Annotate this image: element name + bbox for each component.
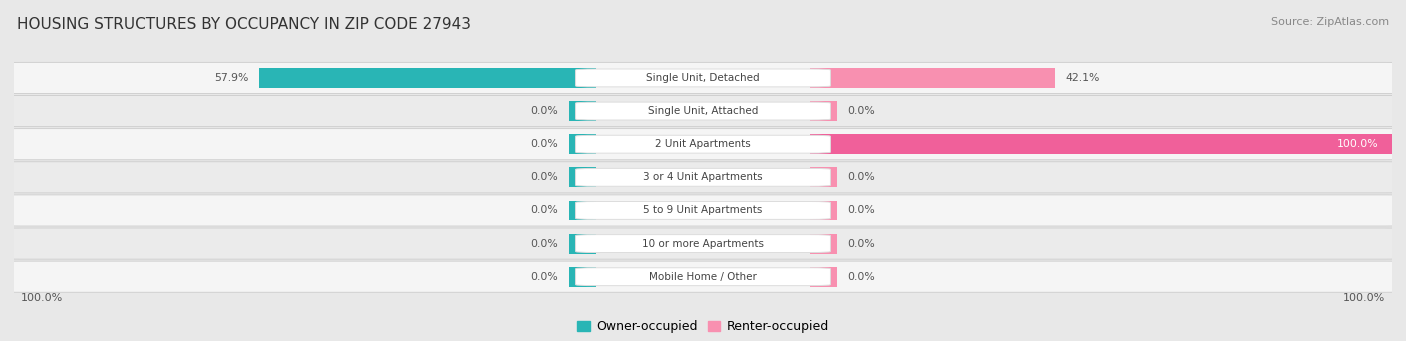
Bar — [810, 234, 838, 253]
Text: 100.0%: 100.0% — [21, 293, 63, 303]
FancyBboxPatch shape — [575, 168, 831, 186]
Text: 0.0%: 0.0% — [530, 239, 558, 249]
Bar — [810, 68, 1054, 88]
FancyBboxPatch shape — [0, 95, 1406, 127]
Text: 2 Unit Apartments: 2 Unit Apartments — [655, 139, 751, 149]
FancyBboxPatch shape — [0, 162, 1406, 193]
Text: 100.0%: 100.0% — [1337, 139, 1378, 149]
Text: Mobile Home / Other: Mobile Home / Other — [650, 272, 756, 282]
Bar — [568, 101, 596, 121]
Text: HOUSING STRUCTURES BY OCCUPANCY IN ZIP CODE 27943: HOUSING STRUCTURES BY OCCUPANCY IN ZIP C… — [17, 17, 471, 32]
Text: 0.0%: 0.0% — [530, 205, 558, 216]
Bar — [568, 134, 596, 154]
FancyBboxPatch shape — [575, 102, 831, 120]
Legend: Owner-occupied, Renter-occupied: Owner-occupied, Renter-occupied — [572, 315, 834, 338]
Text: 0.0%: 0.0% — [530, 106, 558, 116]
Bar — [810, 201, 838, 220]
Bar — [568, 234, 596, 253]
FancyBboxPatch shape — [0, 261, 1406, 292]
FancyBboxPatch shape — [575, 135, 831, 153]
FancyBboxPatch shape — [575, 235, 831, 253]
Text: 0.0%: 0.0% — [848, 205, 876, 216]
Text: 57.9%: 57.9% — [215, 73, 249, 83]
Bar — [568, 201, 596, 220]
Bar — [810, 167, 838, 187]
Text: 0.0%: 0.0% — [848, 106, 876, 116]
Text: 0.0%: 0.0% — [530, 139, 558, 149]
FancyBboxPatch shape — [0, 129, 1406, 160]
FancyBboxPatch shape — [575, 268, 831, 286]
Bar — [568, 267, 596, 287]
Bar — [259, 68, 596, 88]
Text: Source: ZipAtlas.com: Source: ZipAtlas.com — [1271, 17, 1389, 27]
Text: 5 to 9 Unit Apartments: 5 to 9 Unit Apartments — [644, 205, 762, 216]
Text: 0.0%: 0.0% — [530, 272, 558, 282]
Text: 3 or 4 Unit Apartments: 3 or 4 Unit Apartments — [643, 172, 763, 182]
FancyBboxPatch shape — [0, 62, 1406, 93]
Text: 42.1%: 42.1% — [1066, 73, 1099, 83]
Text: Single Unit, Attached: Single Unit, Attached — [648, 106, 758, 116]
Bar — [810, 134, 1392, 154]
FancyBboxPatch shape — [575, 202, 831, 219]
Text: 0.0%: 0.0% — [530, 172, 558, 182]
Bar — [810, 101, 838, 121]
Text: 10 or more Apartments: 10 or more Apartments — [643, 239, 763, 249]
FancyBboxPatch shape — [575, 69, 831, 87]
Text: 0.0%: 0.0% — [848, 272, 876, 282]
Text: 0.0%: 0.0% — [848, 239, 876, 249]
Text: 100.0%: 100.0% — [1343, 293, 1385, 303]
Text: Single Unit, Detached: Single Unit, Detached — [647, 73, 759, 83]
Bar — [810, 267, 838, 287]
FancyBboxPatch shape — [0, 195, 1406, 226]
FancyBboxPatch shape — [0, 228, 1406, 259]
Text: 0.0%: 0.0% — [848, 172, 876, 182]
Bar — [568, 167, 596, 187]
